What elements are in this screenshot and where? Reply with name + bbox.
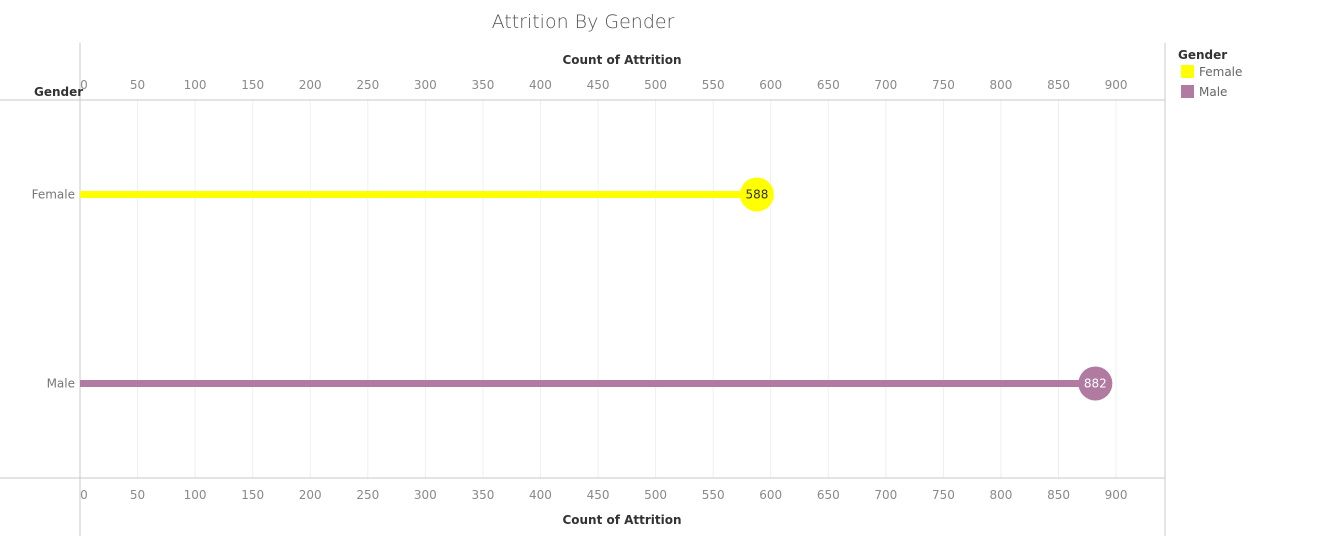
x-tick-label: 400 [529, 78, 552, 92]
x-tick-label: 100 [184, 78, 207, 92]
legend-swatch [1181, 85, 1194, 98]
chart-title: Attrition By Gender [492, 11, 675, 33]
x-tick-label: 900 [1105, 488, 1128, 502]
x-tick-label: 850 [1047, 488, 1070, 502]
legend-items: Female Male [1181, 65, 1242, 99]
x-tick-label: 900 [1105, 78, 1128, 92]
x-axis-title-bottom: Count of Attrition [562, 513, 681, 527]
x-tick-label: 600 [759, 488, 782, 502]
legend-swatch [1181, 65, 1194, 78]
legend: Gender Female Male [1178, 48, 1242, 99]
x-tick-label: 650 [817, 488, 840, 502]
x-tick-label: 400 [529, 488, 552, 502]
x-tick-label: 450 [587, 488, 610, 502]
x-tick-label: 500 [644, 78, 667, 92]
x-tick-label: 550 [702, 488, 725, 502]
x-tick-label: 250 [356, 488, 379, 502]
x-tick-label: 250 [356, 78, 379, 92]
x-tick-label: 350 [471, 488, 494, 502]
x-tick-label: 500 [644, 488, 667, 502]
data-label: 882 [1084, 377, 1107, 391]
x-tick-label: 700 [874, 488, 897, 502]
legend-title: Gender [1178, 48, 1227, 62]
x-tick-label: 800 [990, 488, 1013, 502]
category-label: Male [47, 377, 75, 391]
x-tick-label: 800 [990, 78, 1013, 92]
x-tick-label: 650 [817, 78, 840, 92]
x-tick-label: 50 [130, 78, 145, 92]
y-axis-title: Gender [34, 85, 83, 99]
x-tick-label: 850 [1047, 78, 1070, 92]
x-tick-label: 600 [759, 78, 782, 92]
x-tick-label: 300 [414, 78, 437, 92]
x-axis-title-top: Count of Attrition [562, 53, 681, 67]
x-tick-label: 350 [471, 78, 494, 92]
x-tick-label: 750 [932, 78, 955, 92]
x-tick-label: 150 [241, 78, 264, 92]
x-tick-label: 50 [130, 488, 145, 502]
x-ticks-bottom: 0 50 100 150 200 250 300 350 400 450 500 550 600 650 7… [80, 488, 1127, 502]
bar-marks: Female 588 Male 882 [32, 177, 1113, 401]
bar-end-dot-male [1078, 366, 1113, 401]
data-label: 588 [745, 188, 768, 202]
x-tick-label: 0 [80, 78, 88, 92]
x-tick-label: 750 [932, 488, 955, 502]
x-tick-label: 300 [414, 488, 437, 502]
x-tick-label: 200 [299, 488, 322, 502]
legend-label: Male [1199, 85, 1227, 99]
x-tick-label: 200 [299, 78, 322, 92]
x-tick-label: 150 [241, 488, 264, 502]
legend-label: Female [1199, 65, 1242, 79]
x-tick-label: 100 [184, 488, 207, 502]
x-tick-label: 550 [702, 78, 725, 92]
x-ticks-top: 0 50 100 150 200 250 300 350 400 450 500 550 600 650 7… [80, 78, 1127, 92]
category-label: Female [32, 188, 75, 202]
x-tick-label: 700 [874, 78, 897, 92]
x-tick-label: 0 [80, 488, 88, 502]
grid [137, 100, 1117, 478]
bar-end-dot-female [739, 177, 774, 212]
x-tick-label: 450 [587, 78, 610, 92]
